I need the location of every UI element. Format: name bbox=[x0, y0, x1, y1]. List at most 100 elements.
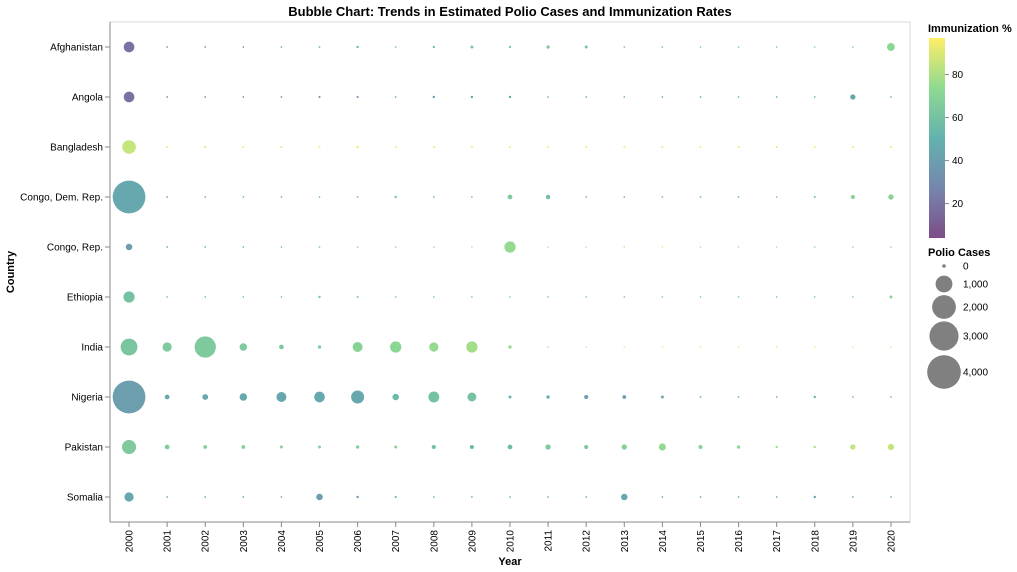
bubble-congo-dem-rep--2002 bbox=[204, 196, 207, 198]
bubble-bangladesh-2008 bbox=[432, 145, 435, 149]
bubble-congo-dem-rep--2013 bbox=[623, 196, 626, 198]
bubble-angola-2000 bbox=[123, 91, 135, 103]
size-legend-label: 2,000 bbox=[963, 303, 988, 314]
size-legend-symbol bbox=[929, 321, 959, 351]
bubble-afghanistan-2007 bbox=[394, 46, 397, 48]
bubble-afghanistan-2002 bbox=[204, 46, 207, 48]
bubble-congo-rep--2006 bbox=[356, 246, 359, 248]
bubble-ethiopia-2016 bbox=[737, 296, 740, 298]
bubble-bangladesh-2015 bbox=[699, 145, 702, 149]
bubble-somalia-2015 bbox=[699, 496, 702, 498]
bubble-india-2002 bbox=[194, 336, 216, 358]
bubble-nigeria-2013 bbox=[622, 395, 627, 399]
bubble-ethiopia-2013 bbox=[623, 296, 626, 298]
x-tick-label: 2004 bbox=[277, 530, 288, 553]
size-legend-label: 1,000 bbox=[963, 280, 988, 291]
bubble-congo-dem-rep--2012 bbox=[585, 196, 588, 198]
bubble-bangladesh-2009 bbox=[470, 145, 473, 149]
bubble-ethiopia-2009 bbox=[471, 296, 473, 298]
y-tick-label: India bbox=[81, 343, 103, 354]
bubble-nigeria-2005 bbox=[314, 391, 325, 403]
bubble-afghanistan-2000 bbox=[123, 41, 135, 53]
bubble-bangladesh-2001 bbox=[166, 145, 169, 149]
bubble-congo-dem-rep--2009 bbox=[471, 196, 473, 198]
size-legend: Polio Cases 0 1,000 2,000 3,000 4,000 bbox=[927, 247, 990, 389]
bubble-nigeria-2003 bbox=[239, 393, 248, 401]
bubble-pakistan-2015 bbox=[698, 444, 703, 450]
bubble-ethiopia-2020 bbox=[889, 295, 893, 299]
bubble-afghanistan-2003 bbox=[242, 46, 245, 48]
bubble-angola-2006 bbox=[356, 95, 359, 99]
bubble-congo-rep--2012 bbox=[585, 246, 587, 248]
bubble-angola-2017 bbox=[775, 96, 778, 98]
bubble-india-2005 bbox=[317, 345, 322, 349]
bubble-nigeria-2012 bbox=[584, 394, 589, 400]
bubble-congo-rep--2005 bbox=[318, 246, 321, 248]
chart-title: Bubble Chart: Trends in Estimated Polio … bbox=[288, 4, 732, 19]
bubble-marks bbox=[112, 41, 895, 502]
bubble-afghanistan-2019 bbox=[852, 46, 854, 48]
bubble-congo-dem-rep--2015 bbox=[699, 196, 702, 198]
size-legend-symbol bbox=[932, 295, 956, 319]
bubble-nigeria-2009 bbox=[467, 392, 477, 402]
bubble-india-2000 bbox=[120, 338, 138, 356]
bubble-nigeria-2000 bbox=[112, 380, 146, 414]
bubble-somalia-2019 bbox=[852, 496, 854, 498]
bubble-bangladesh-2002 bbox=[204, 145, 207, 149]
bubble-bangladesh-2006 bbox=[356, 145, 359, 149]
bubble-congo-rep--2002 bbox=[204, 246, 207, 248]
bubble-angola-2002 bbox=[204, 96, 207, 98]
bubble-ethiopia-2011 bbox=[547, 296, 549, 298]
color-legend: Immunization % 20 40 60 80 bbox=[928, 23, 1012, 238]
bubble-bangladesh-2005 bbox=[318, 145, 321, 149]
bubble-congo-rep--2009 bbox=[471, 246, 473, 248]
bubble-ethiopia-2010 bbox=[509, 296, 511, 298]
bubble-afghanistan-2017 bbox=[775, 46, 778, 48]
bubble-ethiopia-2018 bbox=[813, 296, 816, 298]
bubble-bangladesh-2004 bbox=[280, 145, 283, 149]
bubble-bangladesh-2012 bbox=[585, 145, 588, 149]
bubble-pakistan-2020 bbox=[887, 443, 895, 451]
bubble-ethiopia-2017 bbox=[775, 296, 778, 298]
size-legend-symbol bbox=[942, 264, 946, 268]
bubble-india-2017 bbox=[775, 346, 778, 348]
bubble-ethiopia-2012 bbox=[585, 296, 588, 298]
bubble-bangladesh-2018 bbox=[813, 145, 816, 149]
bubble-nigeria-2011 bbox=[546, 395, 550, 399]
y-axis: Afghanistan Angola Bangladesh Congo, Dem. R… bbox=[20, 22, 111, 522]
bubble-afghanistan-2018 bbox=[813, 46, 816, 48]
x-tick-label: 2017 bbox=[772, 530, 783, 553]
bubble-ethiopia-2015 bbox=[699, 296, 702, 298]
bubble-somalia-2014 bbox=[661, 496, 664, 498]
bubble-nigeria-2004 bbox=[276, 392, 287, 402]
bubble-congo-dem-rep--2019 bbox=[850, 194, 855, 200]
bubble-afghanistan-2012 bbox=[584, 45, 588, 49]
bubble-angola-2013 bbox=[623, 96, 626, 98]
color-legend-label: 20 bbox=[952, 199, 964, 210]
bubble-ethiopia-2014 bbox=[661, 296, 664, 298]
bubble-nigeria-2002 bbox=[202, 394, 209, 400]
size-legend-label: 0 bbox=[963, 262, 969, 273]
bubble-somalia-2017 bbox=[775, 496, 778, 498]
bubble-nigeria-2006 bbox=[351, 390, 365, 404]
bubble-india-2014 bbox=[661, 346, 664, 348]
y-tick-label: Congo, Dem. Rep. bbox=[20, 193, 103, 204]
bubble-bangladesh-2007 bbox=[394, 145, 397, 149]
bubble-angola-2015 bbox=[699, 96, 702, 98]
bubble-pakistan-2012 bbox=[584, 444, 589, 450]
x-tick-label: 2010 bbox=[506, 530, 517, 553]
y-tick-label: Bangladesh bbox=[50, 143, 103, 154]
size-legend-label: 4,000 bbox=[963, 368, 988, 379]
bubble-nigeria-2014 bbox=[660, 395, 664, 399]
bubble-afghanistan-2015 bbox=[699, 46, 702, 48]
bubble-nigeria-2019 bbox=[852, 396, 854, 398]
bubble-congo-dem-rep--2010 bbox=[507, 194, 513, 200]
bubble-congo-rep--2017 bbox=[775, 246, 778, 248]
bubble-angola-2016 bbox=[737, 96, 740, 98]
bubble-congo-dem-rep--2007 bbox=[394, 195, 397, 199]
bubble-somalia-2016 bbox=[737, 496, 740, 498]
bubble-somalia-2007 bbox=[394, 495, 397, 499]
bubble-congo-dem-rep--2020 bbox=[888, 194, 894, 200]
color-legend-label: 80 bbox=[952, 70, 964, 81]
bubble-ethiopia-2019 bbox=[852, 296, 854, 298]
